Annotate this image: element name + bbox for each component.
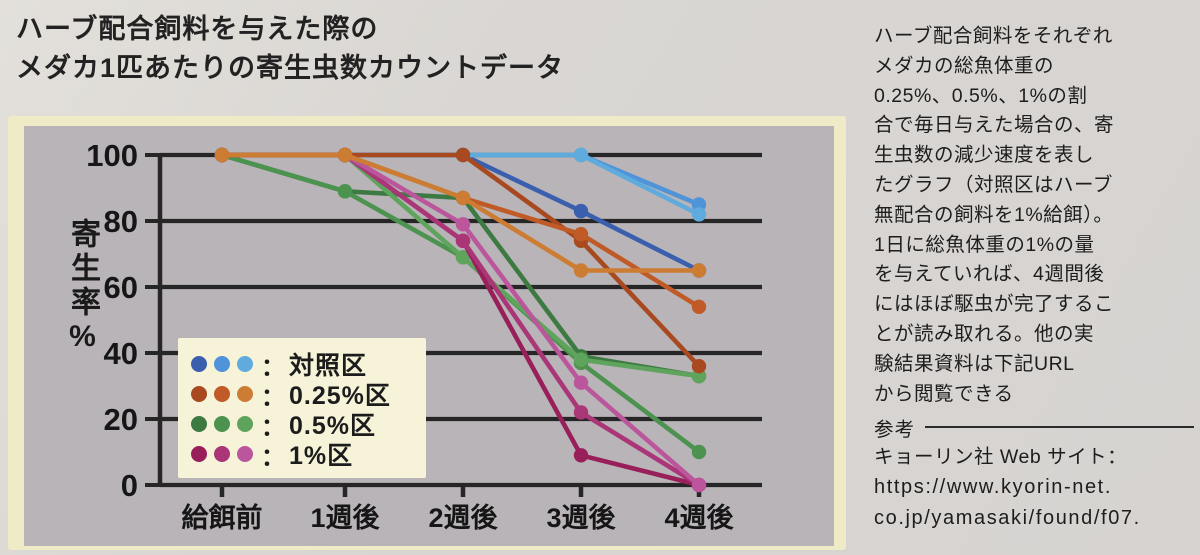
legend-dot-icon	[191, 446, 207, 462]
y-tick-label: 60	[104, 270, 138, 305]
reference-label: 参考	[874, 418, 916, 441]
data-point	[691, 207, 707, 222]
legend-row-対照区: ：対照区	[191, 349, 413, 381]
legend-row-1%区: ： 1%区	[191, 439, 413, 471]
data-point	[455, 250, 471, 265]
x-tick-label: 4週後	[664, 503, 734, 533]
data-point	[337, 147, 353, 163]
legend-colon: ：	[261, 353, 285, 381]
website-label: キョーリン社 Web サイト：	[874, 446, 1128, 469]
data-point	[573, 375, 589, 390]
website-url: https://www.kyorin-net. co.jp/yamasaki/f…	[874, 476, 1141, 529]
y-tick-label: 80	[104, 204, 138, 239]
data-point	[573, 227, 589, 242]
legend-dot-icon	[237, 356, 253, 372]
data-point	[691, 477, 707, 493]
data-point	[337, 184, 353, 199]
legend-label: 0.5%区	[289, 412, 376, 440]
data-point	[573, 263, 589, 278]
data-point	[573, 147, 589, 163]
reference-divider	[925, 426, 1194, 429]
chart-legend: ：対照区： 0.25%区： 0.5%区： 1%区	[178, 338, 426, 478]
data-point	[573, 405, 589, 420]
sidebar: ハーブ配合飼料をそれぞれ メダカの総魚体重の 0.25%、0.5%、1%の割 合…	[874, 22, 1198, 533]
legend-label: 対照区	[289, 352, 368, 380]
data-point	[691, 299, 707, 314]
chart-svg: 100 80 60 40 20 0 給餌前 1週後 2週後 3週後 4週後	[86, 138, 762, 533]
y-axis-title: 寄生率%	[66, 218, 99, 357]
data-point	[214, 147, 230, 163]
data-point	[691, 368, 707, 384]
legend-dot-icon	[237, 416, 253, 432]
y-tick-label: 20	[104, 402, 138, 437]
legend-dot-icon	[237, 386, 253, 402]
legend-dot-icon	[191, 386, 207, 402]
reference-row: 参考	[874, 412, 1198, 442]
data-point	[573, 448, 589, 463]
legend-colon: ：	[261, 383, 285, 411]
legend-dot-icon	[214, 386, 230, 402]
legend-label: 1%区	[289, 442, 354, 470]
data-point	[691, 263, 707, 278]
data-point	[573, 352, 589, 367]
data-point	[455, 190, 471, 206]
x-tick-label: 1週後	[310, 503, 380, 533]
data-point	[455, 217, 471, 232]
data-point	[455, 233, 471, 248]
data-point	[573, 203, 589, 219]
data-point	[691, 359, 707, 374]
chart-panel: 100 80 60 40 20 0 給餌前 1週後 2週後 3週後 4週後 寄生率% ：対照区： 0.…	[8, 116, 846, 550]
legend-label: 0.25%区	[289, 382, 391, 410]
legend-colon: ：	[261, 413, 285, 441]
y-tick-label: 40	[104, 336, 138, 371]
x-tick-label: 3週後	[546, 503, 616, 533]
x-tick-label: 給餌前	[182, 502, 263, 533]
data-point	[455, 147, 471, 163]
legend-dot-icon	[214, 356, 230, 372]
legend-row-0.5%区: ： 0.5%区	[191, 409, 413, 441]
legend-dot-icon	[191, 356, 207, 372]
legend-dot-icon	[214, 446, 230, 462]
y-tick-label: 100	[86, 138, 138, 173]
page-title: ハーブ配合飼料を与えた際の メダカ1匹あたりの寄生虫数カウントデータ	[16, 14, 565, 83]
chart-description: ハーブ配合飼料をそれぞれ メダカの総魚体重の 0.25%、0.5%、1%の割 合…	[874, 25, 1115, 405]
x-axis-labels: 給餌前 1週後 2週後 3週後 4週後	[182, 485, 735, 533]
data-point	[691, 197, 707, 212]
legend-dot-icon	[214, 416, 230, 432]
legend-colon: ：	[261, 443, 285, 471]
series-0.25%区-3	[214, 147, 707, 278]
y-tick-label: 0	[121, 468, 138, 503]
x-tick-label: 2週後	[428, 503, 498, 533]
legend-row-0.25%区: ： 0.25%区	[191, 379, 413, 411]
legend-dot-icon	[191, 416, 207, 432]
legend-dot-icon	[237, 446, 253, 462]
data-point	[691, 444, 707, 460]
